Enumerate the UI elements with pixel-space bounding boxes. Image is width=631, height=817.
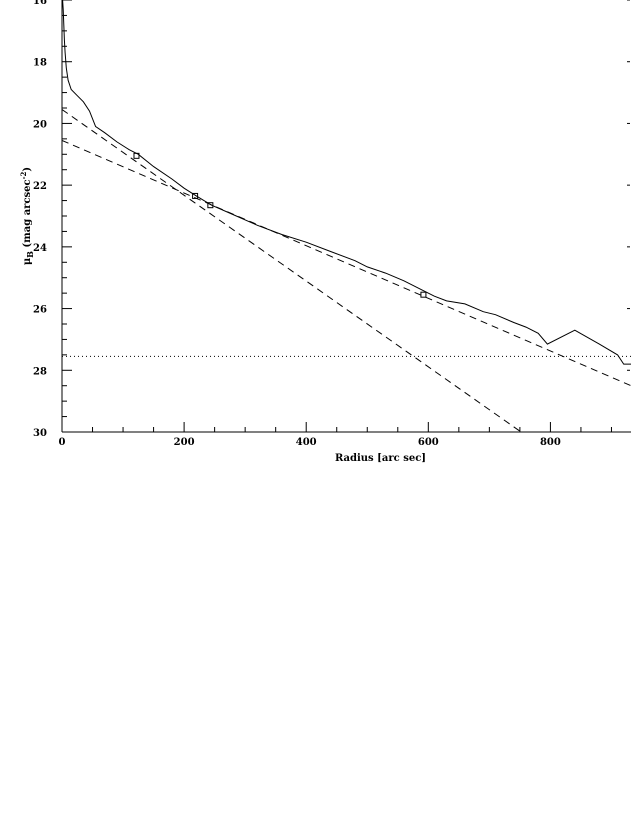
y-axis-title: μB (mag arcsec-2) [19, 167, 35, 265]
y-tick-label: 16 [33, 0, 47, 7]
x-axis-title: Radius [arc sec] [335, 453, 426, 464]
y-tick-label: 26 [33, 305, 47, 316]
series-line-solid-0 [62, 0, 631, 365]
y-tick-label: 18 [33, 58, 47, 69]
axes [61, 0, 631, 433]
square-marker [133, 152, 140, 159]
y-axis-title-main: μ [22, 258, 33, 265]
series-line-dashed-2 [62, 109, 522, 432]
y-tick-label: 22 [33, 181, 47, 192]
y-axis-title-sup: -2 [19, 171, 28, 179]
y-tick-label: 20 [33, 119, 47, 130]
x-tick-label: 800 [540, 437, 561, 448]
x-tick-label: 400 [296, 437, 317, 448]
data-markers [133, 152, 427, 298]
x-tick-label: 200 [174, 437, 195, 448]
series [62, 0, 631, 432]
square-marker [420, 291, 427, 298]
ticks [61, 0, 630, 433]
y-axis-title-close: ) [22, 167, 33, 172]
y-axis-title-rest: (mag arcsec [22, 179, 33, 251]
tick-labels: 0 200 400 600 800 16 18 20 22 24 26 28 30 [33, 0, 561, 448]
x-tick-label: 0 [59, 437, 66, 448]
y-tick-label: 24 [33, 243, 47, 254]
square-marker [192, 192, 199, 199]
square-marker [207, 202, 214, 209]
series-line-dashed-1 [62, 139, 631, 387]
y-tick-label: 28 [33, 366, 47, 377]
y-axis-title-sub: B [25, 251, 35, 258]
y-tick-label: 30 [33, 428, 47, 439]
x-tick-label: 600 [418, 437, 439, 448]
